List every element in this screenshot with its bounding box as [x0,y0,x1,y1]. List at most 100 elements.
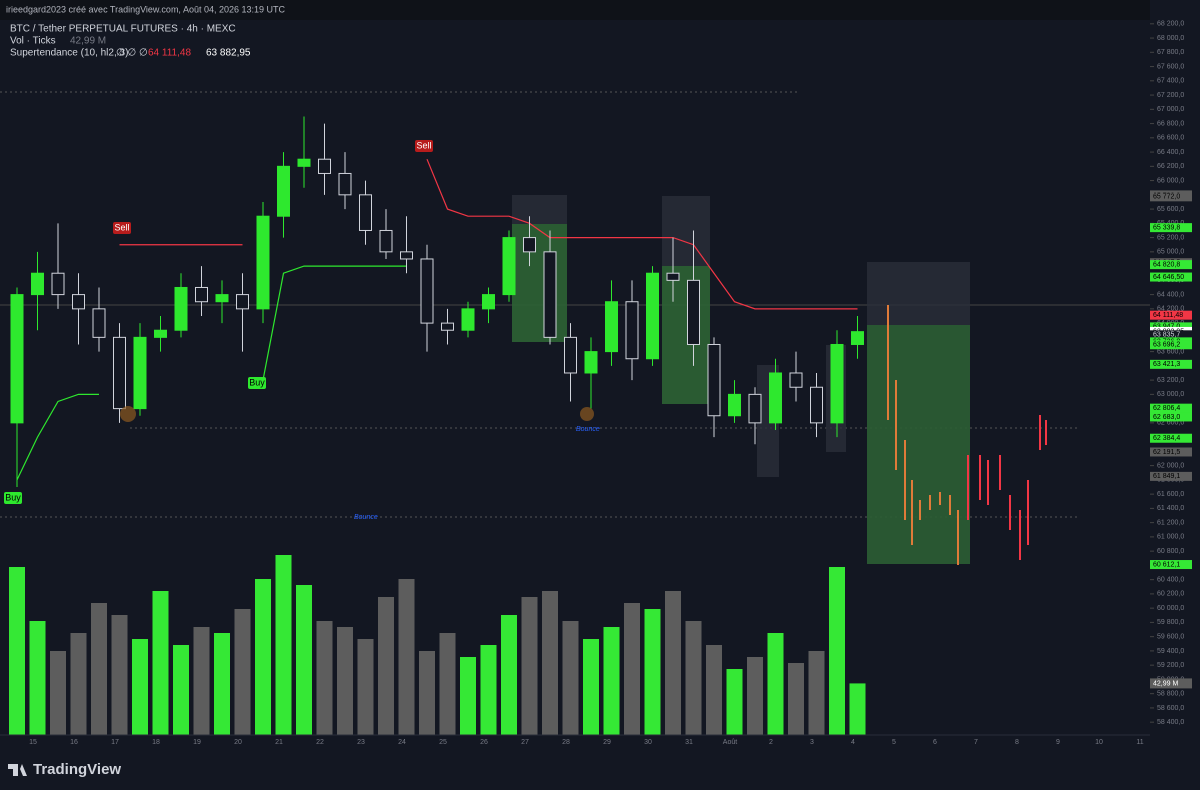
volume-bar [849,683,866,735]
candle-body [810,386,823,424]
supertrend-line [119,158,858,310]
bounce-label: Bounce [576,426,600,433]
y-tick-label: 68 200,0 [1157,21,1184,28]
projection [887,305,1047,565]
sell-badge [415,140,433,152]
x-tick-label: 28 [562,739,570,746]
price-tag [1150,359,1192,369]
volume-bar [583,639,599,735]
y-tick-label: 64 200,0 [1157,306,1184,313]
x-tick-label: 23 [357,739,365,746]
x-tick-label: 17 [111,739,119,746]
y-tick-label: 62 600,0 [1157,420,1184,427]
y-tick-label: 61 600,0 [1157,491,1184,498]
volume-bar [316,621,333,735]
buy-label: Buy [5,492,21,502]
st-name: Supertendance (10, hl2, 3) [10,48,128,59]
y-tick-label: 60 400,0 [1157,576,1184,583]
x-tick-label: 7 [974,739,978,746]
volume-bar [788,663,804,735]
price-tag [1150,403,1192,413]
st-down: 64 111,48 [148,48,191,59]
volume-bar [337,627,353,735]
price-tag [1150,412,1192,422]
price-tag [1150,560,1192,570]
volume-bar [50,651,66,735]
tv-logo [8,764,27,776]
y-tick-label: 67 200,0 [1157,92,1184,99]
x-tick-label: 31 [685,739,693,746]
x-tick-label: 15 [29,739,37,746]
symbol: BTC / Tether PERPETUAL FUTURES · 4h · ME… [10,24,236,35]
top-bar [0,0,1200,20]
y-tick-label: 62 000,0 [1157,462,1184,469]
x-tick-label: 21 [275,739,283,746]
x-tick-label: 30 [644,739,652,746]
candle-body [728,393,741,417]
y-tick-label: 65 600,0 [1157,206,1184,213]
volume-bar [132,639,148,735]
candle-body [625,301,639,360]
candle-body [543,251,557,338]
x-tick-label: 25 [439,739,447,746]
price-tag-label: 62 806,4 [1153,405,1180,412]
bounce-marker [580,407,594,421]
x-tick-label: 22 [316,739,324,746]
price-axis [1150,0,1200,750]
y-tick-label: 67 000,0 [1157,106,1184,113]
y-tick-label: 59 600,0 [1157,634,1184,641]
brand: TradingView [33,761,121,778]
volume-bar [29,621,46,735]
volume-bar [275,555,292,735]
x-tick-label: 6 [933,739,937,746]
price-tag [1150,471,1192,481]
candle-body [379,229,393,253]
candle-body [92,308,106,338]
y-tick-label: 66 000,0 [1157,177,1184,184]
x-tick-label: 11 [1136,739,1143,746]
volume-bar [255,579,271,735]
y-tick-label: 63 600,0 [1157,348,1184,355]
y-tick-label: 65 200,0 [1157,234,1184,241]
volume-bar [111,615,128,735]
candle-body [789,372,803,388]
vol-value: 42,99 M [70,36,106,47]
volume-bar [480,645,497,735]
x-tick-label: 5 [892,739,896,746]
volume-bar [562,621,579,735]
price-tag [1150,192,1192,202]
candle-body [359,194,372,231]
volume-bar [398,579,415,735]
candle-body [338,172,352,196]
y-tick-label: 59 400,0 [1157,648,1184,655]
price-tag-label: 63 696,2 [1153,342,1180,349]
x-tick-label: 29 [603,739,611,746]
price-tag-label: 64 646,50 [1153,274,1184,281]
zone [662,266,710,404]
candle-body [564,336,577,374]
bounce-label: Bounce [354,514,378,521]
y-tick-label: 58 800,0 [1157,691,1184,698]
zone [867,325,970,564]
price-tag-label: 62 191,5 [1153,449,1180,456]
candle-body [646,272,659,360]
candle-body [72,294,85,310]
y-tick-label: 61 200,0 [1157,519,1184,526]
volume-bar [726,669,743,735]
x-tick-label: 18 [152,739,160,746]
y-tick-label: 61 400,0 [1157,505,1184,512]
x-tick-label: 24 [398,739,406,746]
x-tick-label: 4 [851,739,855,746]
supertrend-line [16,265,407,481]
bounce-marker [120,406,136,422]
y-tick-label: 58 600,0 [1157,705,1184,712]
candle-body [195,286,208,303]
vol-name: Vol · Ticks [10,36,56,47]
y-tick-label: 60 000,0 [1157,605,1184,612]
credit: irieedgard2023 créé avec TradingView.com… [6,4,286,14]
candle-body [666,272,680,281]
st-up: 63 882,95 [206,48,251,59]
price-tag-label: 65 772,0 [1153,194,1180,201]
chart [9,116,866,735]
price-tag [1150,678,1192,689]
